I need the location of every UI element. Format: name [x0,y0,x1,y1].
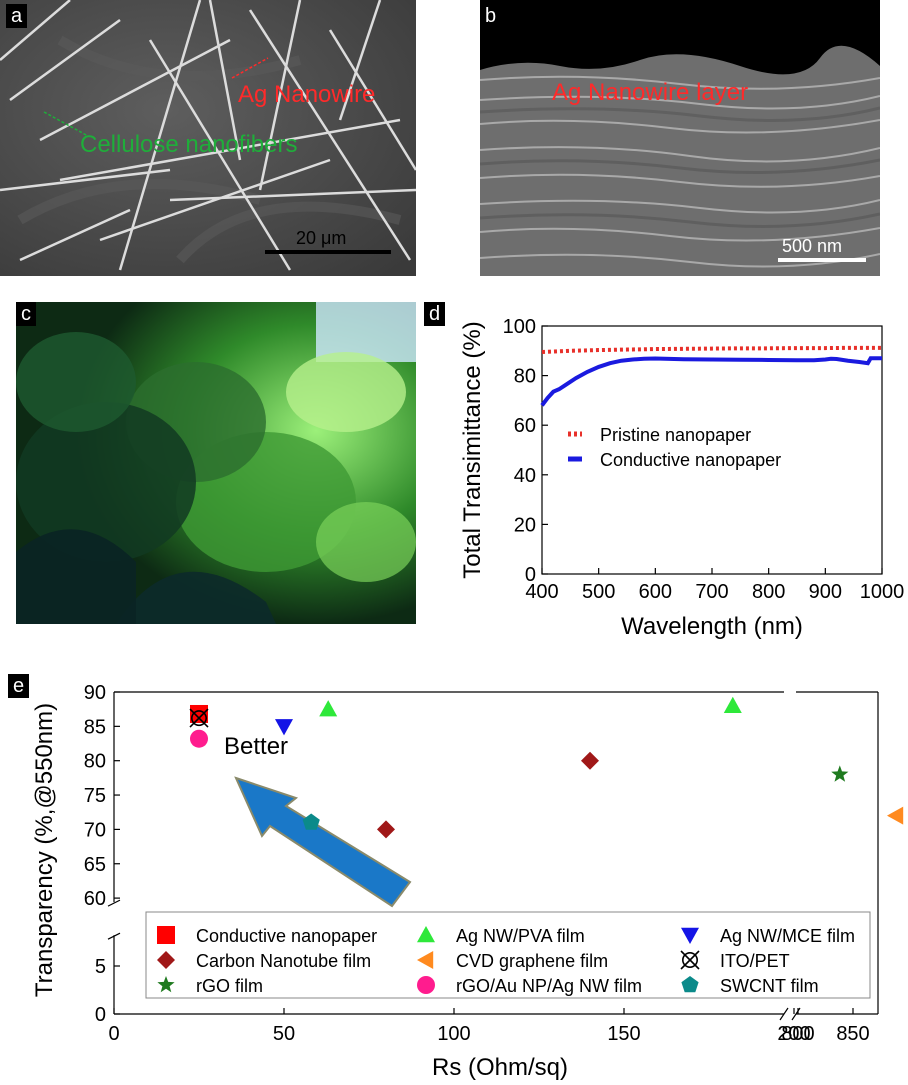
better-arrow [234,776,412,908]
y-axis-label: Total Transimittance (%) [459,321,486,578]
nanopaper-photo [16,302,416,624]
legend-marker [680,950,700,970]
x-axis-label-e: Rs (Ohm/sq) [432,1054,568,1081]
y-tick-label: 0 [525,564,536,586]
marker-circle [191,710,208,727]
ag-nanowire-label: Ag Nanowire [238,81,375,108]
legend-label: SWCNT film [720,976,819,996]
x-tick-label: 0 [108,1023,119,1045]
data-point [275,719,293,736]
transmittance-chart: 400 500 600 700 800 900 1000 0 20 40 60 80 100 Prist… [459,316,905,640]
marker-cross [680,950,700,970]
legend-marker [157,926,175,944]
x-tick-label: 150 [607,1023,640,1045]
x-tick-label: 100 [437,1023,470,1045]
legend-label: Ag NW/PVA film [456,926,585,946]
y-tick-label: 80 [514,366,536,388]
series-line-conductive [540,356,882,407]
marker-cross [189,708,209,728]
data-point [831,765,849,782]
x-axis-break-mark [779,1007,789,1021]
y-tick-label: 65 [84,854,106,876]
legend-label: Carbon Nanotube film [196,951,371,971]
data-point [319,700,338,717]
legend-label: Conductive nanopaper [600,450,781,470]
legend-label: Pristine nanopaper [600,425,751,445]
panel-e-transparency-chart: e 05010015020025030035080085005606570758… [0,660,908,1085]
panel-b-sem-cross-section: Ag Nanowire layer 500 nm b [480,0,880,276]
x-tick-label: 800 [781,1023,814,1045]
legend-marker [417,926,435,943]
data-point [377,820,395,839]
x-tick-label: 800 [752,581,785,603]
legend-label: CVD graphene film [456,951,608,971]
x-tick-label: 400 [525,581,558,603]
x-tick-label: 500 [582,581,615,603]
y-tick-label: 75 [84,785,106,807]
legend-label: rGO film [196,976,263,996]
series-line-pristine [541,345,882,355]
transparency-chart: 0501001502002503003508008500560657075808… [31,682,904,1081]
x-tick-label: 900 [809,581,842,603]
data-point [189,708,209,728]
legend-label: rGO/Au NP/Ag NW film [456,976,642,996]
legend-marker [681,927,699,944]
y-tick-label: 20 [514,514,536,536]
y-tick-label: 0 [95,1004,106,1026]
legend-marker [157,951,175,969]
panel-a-sem-image: Ag Nanowire Cellulose nanofibers 20 μm a [0,0,416,276]
y-axis-break-mark [107,899,121,907]
better-label: Better [224,733,288,760]
scale-bar-label-b: 500 nm [782,236,842,256]
x-axis-break-mark [791,1007,801,1021]
y-tick-label: 70 [84,819,106,841]
panel-label-a: a [6,4,28,28]
panel-d-transmittance-chart: d 400 500 600 700 800 900 1000 0 20 40 60 80 100 Pri… [420,296,908,646]
y-tick-label: 40 [514,465,536,487]
x-tick-label: 600 [639,581,672,603]
panel-c-photo: c [16,302,416,624]
legend-box [145,911,871,999]
y-tick-label: 60 [514,415,536,437]
y-tick-label: 100 [503,316,536,338]
scale-bar-label-a: 20 μm [296,228,346,248]
y-axis-break-mark [107,932,121,940]
y-tick-label: 90 [84,682,106,704]
x-tick-label: 700 [695,581,728,603]
x-tick-label: 50 [273,1023,295,1045]
x-axis-label: Wavelength (nm) [621,613,803,640]
sem-cross-section-image: Ag Nanowire layer 500 nm [480,0,880,276]
legend-marker [681,976,699,993]
marker-circle [681,951,698,968]
legend-label: Conductive nanopaper [196,926,377,946]
x-tick-label: 850 [836,1023,869,1045]
data-point [190,704,208,723]
data-point [302,813,320,830]
x-tick-label: 200 [777,1023,810,1045]
panel-label-e: e [8,674,30,698]
data-point [190,729,208,748]
y-axis-label-e: Transparency (%,@550nm) [31,703,58,997]
legend-label: ITO/PET [720,951,790,971]
legend-label: Ag NW/MCE film [720,926,855,946]
cellulose-nanofibers-label: Cellulose nanofibers [80,131,297,158]
y-tick-label: 60 [84,888,106,910]
legend-marker [417,976,435,994]
y-tick-label: 5 [95,956,106,978]
data-point [581,751,599,770]
panel-label-b: b [480,4,502,28]
data-point [887,806,904,825]
panel-label-d: d [424,302,446,326]
legend-marker [157,976,175,993]
y-tick-label: 85 [84,716,106,738]
data-point [723,696,742,713]
ag-nanowire-layer-label: Ag Nanowire layer [552,79,748,106]
x-tick-label: 1000 [860,581,905,603]
sem-nanowire-image: Ag Nanowire Cellulose nanofibers 20 μm [0,0,416,276]
panel-label-c: c [16,302,36,326]
y-tick-label: 80 [84,751,106,773]
legend-marker [417,951,434,969]
